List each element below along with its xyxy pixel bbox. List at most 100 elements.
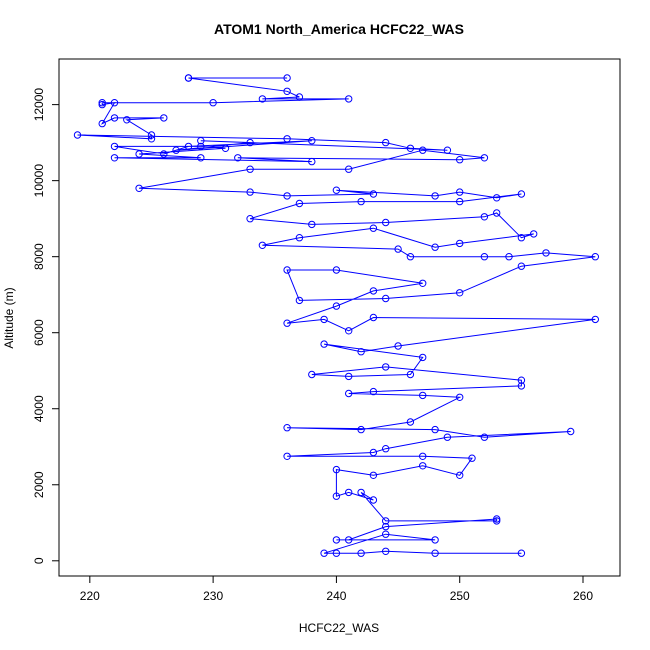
- data-point: [443, 146, 452, 154]
- chart-title: ATOM1 North_America HCFC22_WAS: [214, 21, 464, 37]
- data-point: [456, 197, 464, 206]
- data-point: [246, 165, 254, 173]
- x-tick-label: 260: [573, 589, 593, 603]
- data-point: [493, 209, 501, 217]
- data-point: [332, 186, 341, 194]
- data-point: [73, 131, 82, 139]
- data-point: [517, 234, 526, 242]
- data-point: [110, 154, 119, 162]
- data-point: [542, 249, 550, 257]
- data-point: [406, 253, 415, 261]
- data-point: [345, 95, 353, 103]
- data-point: [320, 549, 328, 557]
- data-point: [320, 340, 328, 348]
- data-point: [394, 245, 402, 253]
- data-point: [493, 515, 501, 523]
- x-axis: 220 230 240 250 260: [80, 575, 593, 603]
- data-point: [369, 287, 378, 295]
- data-point: [332, 302, 341, 310]
- data-point: [517, 382, 526, 390]
- data-point: [110, 99, 119, 107]
- data-point: [332, 536, 341, 544]
- data-point: [345, 536, 353, 544]
- data-point: [419, 279, 427, 287]
- data-point: [283, 74, 291, 82]
- data-point: [160, 150, 168, 158]
- x-axis-label: HCFC22_WAS: [299, 621, 379, 635]
- data-point: [406, 418, 415, 426]
- data-point: [184, 74, 193, 82]
- data-point: [98, 99, 106, 107]
- data-point: [394, 342, 402, 350]
- data-point: [98, 100, 106, 109]
- series-layer: [73, 74, 599, 557]
- data-point: [431, 549, 439, 557]
- data-point: [184, 142, 193, 151]
- y-tick-label: 4000: [32, 395, 46, 422]
- data-point: [110, 142, 119, 151]
- y-tick-label: 2000: [32, 471, 46, 498]
- y-tick-label: 6000: [32, 319, 46, 346]
- data-point: [345, 165, 353, 173]
- y-axis-label: Altitude (m): [2, 287, 16, 348]
- data-point: [419, 391, 427, 400]
- data-point: [419, 146, 427, 154]
- data-point: [283, 266, 291, 274]
- data-point: [456, 289, 464, 297]
- data-point: [517, 376, 526, 384]
- data-point: [295, 234, 304, 242]
- data-point: [456, 239, 464, 248]
- data-point: [295, 199, 304, 208]
- data-point: [456, 156, 464, 164]
- data-point: [456, 393, 464, 401]
- data-point: [382, 218, 390, 227]
- data-point: [406, 144, 415, 153]
- data-point: [332, 549, 341, 557]
- data-point: [295, 296, 304, 305]
- data-point: [419, 452, 427, 460]
- data-point: [308, 370, 316, 379]
- data-point: [382, 547, 390, 555]
- data-point: [147, 135, 156, 143]
- x-tick-label: 240: [326, 589, 346, 603]
- data-point: [308, 220, 316, 229]
- data-point: [443, 433, 452, 441]
- data-point: [135, 150, 143, 158]
- data-point: [258, 95, 267, 103]
- data-point: [517, 549, 526, 557]
- data-point: [197, 137, 205, 145]
- y-tick-label: 0: [32, 557, 46, 564]
- y-tick-label: 12000: [32, 88, 46, 122]
- data-point: [258, 241, 267, 250]
- data-point: [197, 142, 205, 151]
- data-point: [456, 471, 464, 479]
- data-point: [480, 154, 489, 162]
- data-point: [332, 266, 341, 274]
- data-point: [295, 93, 304, 101]
- x-tick-label: 250: [450, 589, 470, 603]
- data-point: [480, 433, 489, 441]
- data-point: [160, 114, 168, 122]
- data-point: [283, 424, 291, 432]
- data-point: [369, 190, 378, 198]
- data-point: [431, 536, 439, 544]
- data-point: [135, 184, 143, 193]
- data-point: [382, 294, 390, 303]
- data-point: [480, 253, 489, 261]
- y-tick-label: 8000: [32, 243, 46, 270]
- data-point: [517, 262, 526, 270]
- data-point: [283, 192, 291, 200]
- data-point: [246, 138, 254, 147]
- data-point: [419, 353, 427, 362]
- y-tick-label: 10000: [32, 164, 46, 198]
- data-point: [369, 496, 378, 504]
- x-tick-label: 220: [80, 589, 100, 603]
- data-point: [431, 243, 439, 251]
- data-point: [209, 99, 217, 107]
- data-point: [197, 154, 205, 162]
- data-point: [369, 313, 378, 322]
- data-point: [147, 131, 156, 139]
- data-point: [591, 253, 599, 261]
- data-point: [406, 370, 415, 379]
